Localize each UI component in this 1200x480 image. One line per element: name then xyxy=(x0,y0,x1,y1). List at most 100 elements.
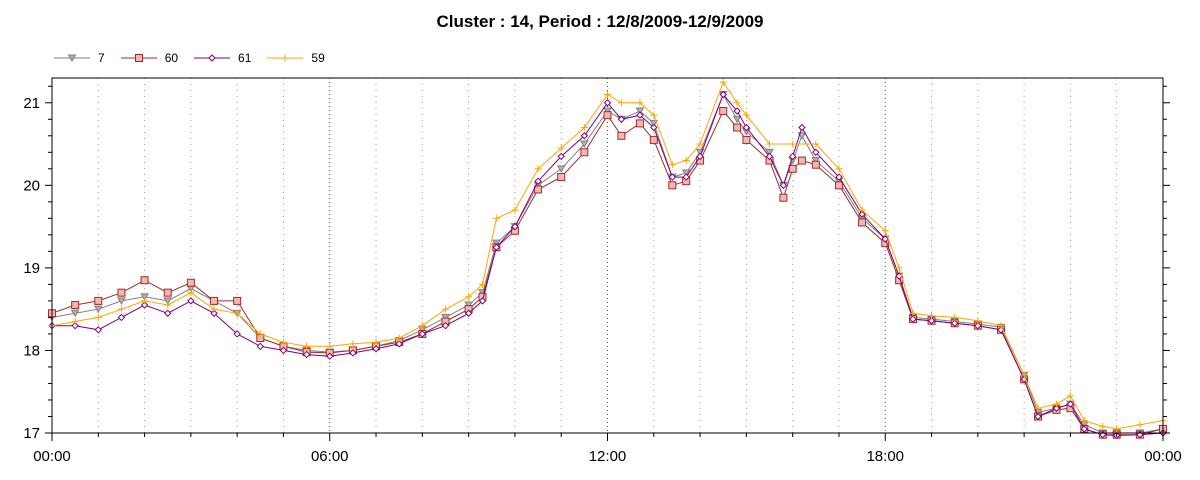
data-point xyxy=(279,346,288,355)
data-point xyxy=(681,169,691,177)
data-point xyxy=(696,140,704,148)
data-point xyxy=(70,309,80,318)
data-point xyxy=(464,301,473,310)
data-point xyxy=(326,352,334,360)
data-point xyxy=(909,315,917,323)
legend-swatch xyxy=(194,54,231,62)
data-point xyxy=(580,132,589,140)
data-point xyxy=(1080,425,1089,433)
series-layer xyxy=(47,78,1168,440)
series-line xyxy=(51,81,1164,430)
data-point xyxy=(349,349,357,357)
data-point xyxy=(395,334,403,342)
data-point xyxy=(534,165,542,173)
data-point xyxy=(256,330,264,338)
data-point xyxy=(579,140,589,149)
legend-item: 60 xyxy=(119,51,178,65)
x-tick-label: 12:00 xyxy=(589,448,627,465)
data-point xyxy=(94,326,102,334)
data-point xyxy=(302,350,311,359)
data-point xyxy=(349,340,357,348)
data-point xyxy=(1053,400,1061,408)
axes: 00:00 06:00 12:00 18:00 00:00 17 18 19 20 21 xyxy=(23,85,1182,465)
data-point xyxy=(187,297,195,305)
data-point xyxy=(441,305,449,313)
data-point xyxy=(395,340,403,348)
data-point xyxy=(617,131,626,140)
data-point xyxy=(1034,412,1042,421)
data-point xyxy=(682,157,690,165)
series-60 xyxy=(48,107,1167,439)
data-point xyxy=(281,54,289,62)
data-point xyxy=(696,152,704,161)
data-point xyxy=(766,140,774,148)
data-point xyxy=(811,157,821,165)
data-point xyxy=(895,264,903,272)
data-point xyxy=(742,123,751,132)
data-point xyxy=(858,206,866,214)
data-point xyxy=(797,156,806,165)
data-point xyxy=(1113,425,1121,433)
data-point xyxy=(186,278,195,287)
data-point xyxy=(511,206,519,214)
data-point xyxy=(233,309,241,317)
data-point xyxy=(719,78,727,86)
data-point xyxy=(141,297,149,305)
data-point xyxy=(974,321,982,330)
legend-label: 61 xyxy=(238,51,252,65)
data-point xyxy=(617,99,625,107)
plot-frame xyxy=(51,77,1164,434)
data-point xyxy=(372,345,380,353)
data-point xyxy=(719,90,727,99)
data-point xyxy=(71,321,79,330)
data-point xyxy=(210,309,218,317)
data-point xyxy=(788,152,797,161)
data-point xyxy=(256,342,265,351)
data-point xyxy=(117,313,126,322)
data-point xyxy=(479,280,487,288)
data-point xyxy=(233,330,241,338)
data-point xyxy=(117,288,126,297)
series-59 xyxy=(48,78,1167,433)
data-point xyxy=(779,193,788,202)
data-point xyxy=(441,313,450,322)
data-point xyxy=(279,338,287,346)
data-point xyxy=(557,173,566,182)
data-point xyxy=(742,135,751,144)
data-point xyxy=(909,309,917,317)
data-point xyxy=(492,214,500,222)
data-point xyxy=(580,124,588,132)
x-tick-label: 06:00 xyxy=(311,448,349,465)
legend-label: 60 xyxy=(164,51,179,65)
data-point xyxy=(789,140,797,148)
data-point xyxy=(636,111,644,119)
data-point xyxy=(834,181,843,190)
data-point xyxy=(668,173,677,181)
data-point xyxy=(603,111,612,120)
data-point xyxy=(372,338,380,346)
legend-swatch xyxy=(267,54,304,62)
data-point xyxy=(117,297,126,305)
data-point xyxy=(210,305,218,313)
data-point xyxy=(788,164,797,173)
data-point xyxy=(140,301,149,309)
data-point xyxy=(742,111,750,119)
data-point xyxy=(928,312,936,320)
data-point xyxy=(798,123,806,132)
data-point xyxy=(557,144,565,152)
legend-label: 7 xyxy=(98,51,105,65)
data-point xyxy=(668,181,677,190)
legend-swatch xyxy=(54,54,90,62)
data-point xyxy=(811,160,820,169)
data-point xyxy=(603,99,612,107)
data-point xyxy=(668,161,676,169)
data-point xyxy=(556,165,566,173)
data-point xyxy=(326,342,334,350)
data-point xyxy=(93,305,103,314)
data-point xyxy=(636,99,644,107)
data-point xyxy=(1066,400,1075,408)
data-point xyxy=(208,54,216,62)
data-point xyxy=(635,119,644,128)
data-point xyxy=(67,54,77,62)
